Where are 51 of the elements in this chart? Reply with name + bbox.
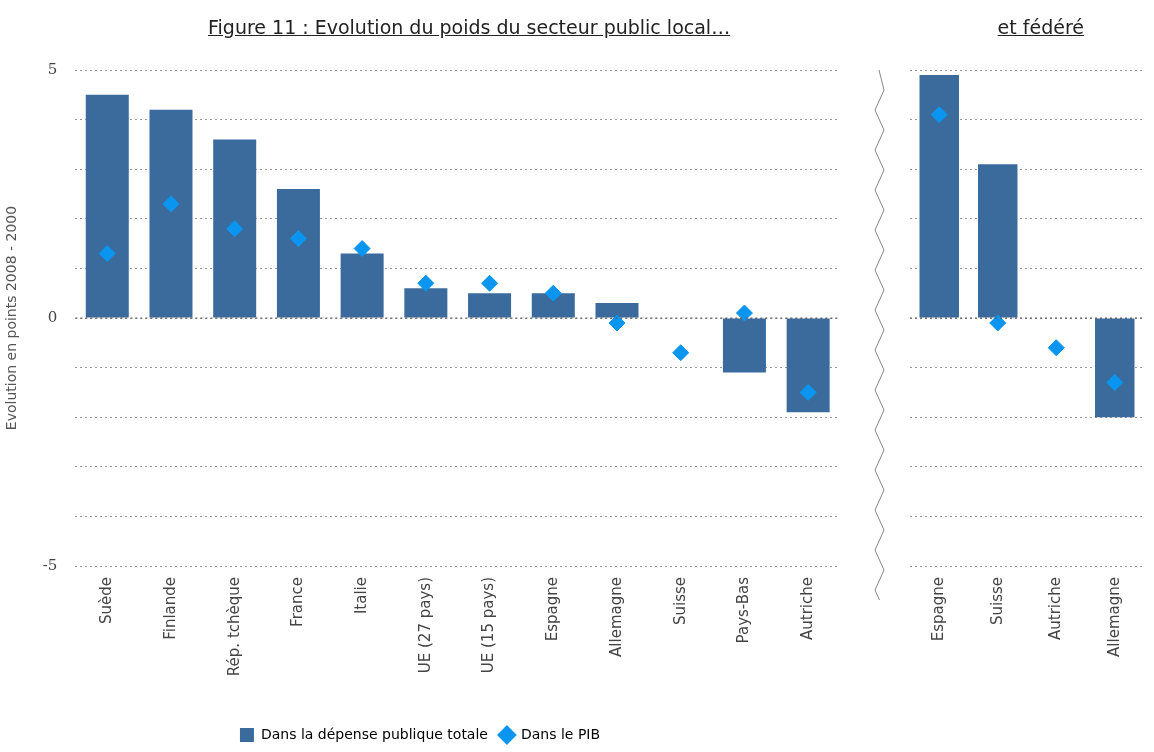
y-tick-label: 0 — [47, 307, 58, 326]
point — [162, 195, 180, 213]
bar — [276, 189, 320, 318]
point — [544, 284, 562, 302]
point — [226, 220, 244, 238]
x-tick-label: Suède — [97, 577, 116, 625]
legend-label: Dans la dépense publique totale — [260, 725, 488, 742]
bar — [340, 253, 384, 318]
bar — [149, 109, 193, 318]
point — [417, 274, 435, 292]
bar — [85, 94, 129, 318]
legend-label: Dans le PIB — [520, 725, 601, 742]
chart-title: Figure 11 : Evolution du poids du secteur public local… — [208, 16, 731, 38]
x-tick-label: Suisse — [987, 577, 1006, 626]
x-tick-label: Allemagne — [1104, 577, 1123, 657]
point — [1106, 373, 1124, 391]
y-tick-label: -5 — [42, 555, 58, 574]
bar — [468, 293, 512, 318]
y-axis-title: Evolution en points 2008 - 2000 — [3, 205, 20, 431]
x-tick-label: Suisse — [670, 577, 689, 626]
bar — [531, 293, 575, 318]
bar — [213, 139, 257, 318]
x-tick-label: UE (15 pays) — [479, 577, 498, 674]
x-tick-label: Pays-Bas — [734, 576, 753, 644]
bar — [404, 288, 448, 318]
point — [98, 245, 116, 263]
point — [989, 314, 1007, 332]
point — [481, 274, 499, 292]
x-tick-label: Espagne — [543, 577, 562, 642]
bar — [595, 303, 639, 318]
point — [930, 106, 948, 124]
point — [289, 230, 307, 248]
point — [608, 314, 626, 332]
x-tick-label: Italie — [352, 577, 371, 615]
x-tick-label: Autriche — [1046, 577, 1065, 640]
x-tick-label: Finlande — [160, 577, 179, 640]
x-tick-label: UE (27 pays) — [415, 577, 434, 674]
x-tick-label: France — [288, 577, 307, 627]
chart-title: et fédéré — [997, 16, 1084, 38]
y-tick-label: 5 — [47, 59, 58, 78]
point — [799, 383, 817, 401]
x-tick-label: Allemagne — [606, 577, 625, 657]
x-tick-label: Rép. tchèque — [224, 577, 243, 677]
bar — [786, 318, 830, 413]
point — [353, 240, 371, 258]
x-tick-label: Autriche — [798, 577, 817, 640]
x-tick-label: Espagne — [929, 577, 948, 642]
bar — [722, 318, 766, 373]
point — [735, 304, 753, 322]
point — [1047, 339, 1065, 357]
point — [672, 344, 690, 362]
